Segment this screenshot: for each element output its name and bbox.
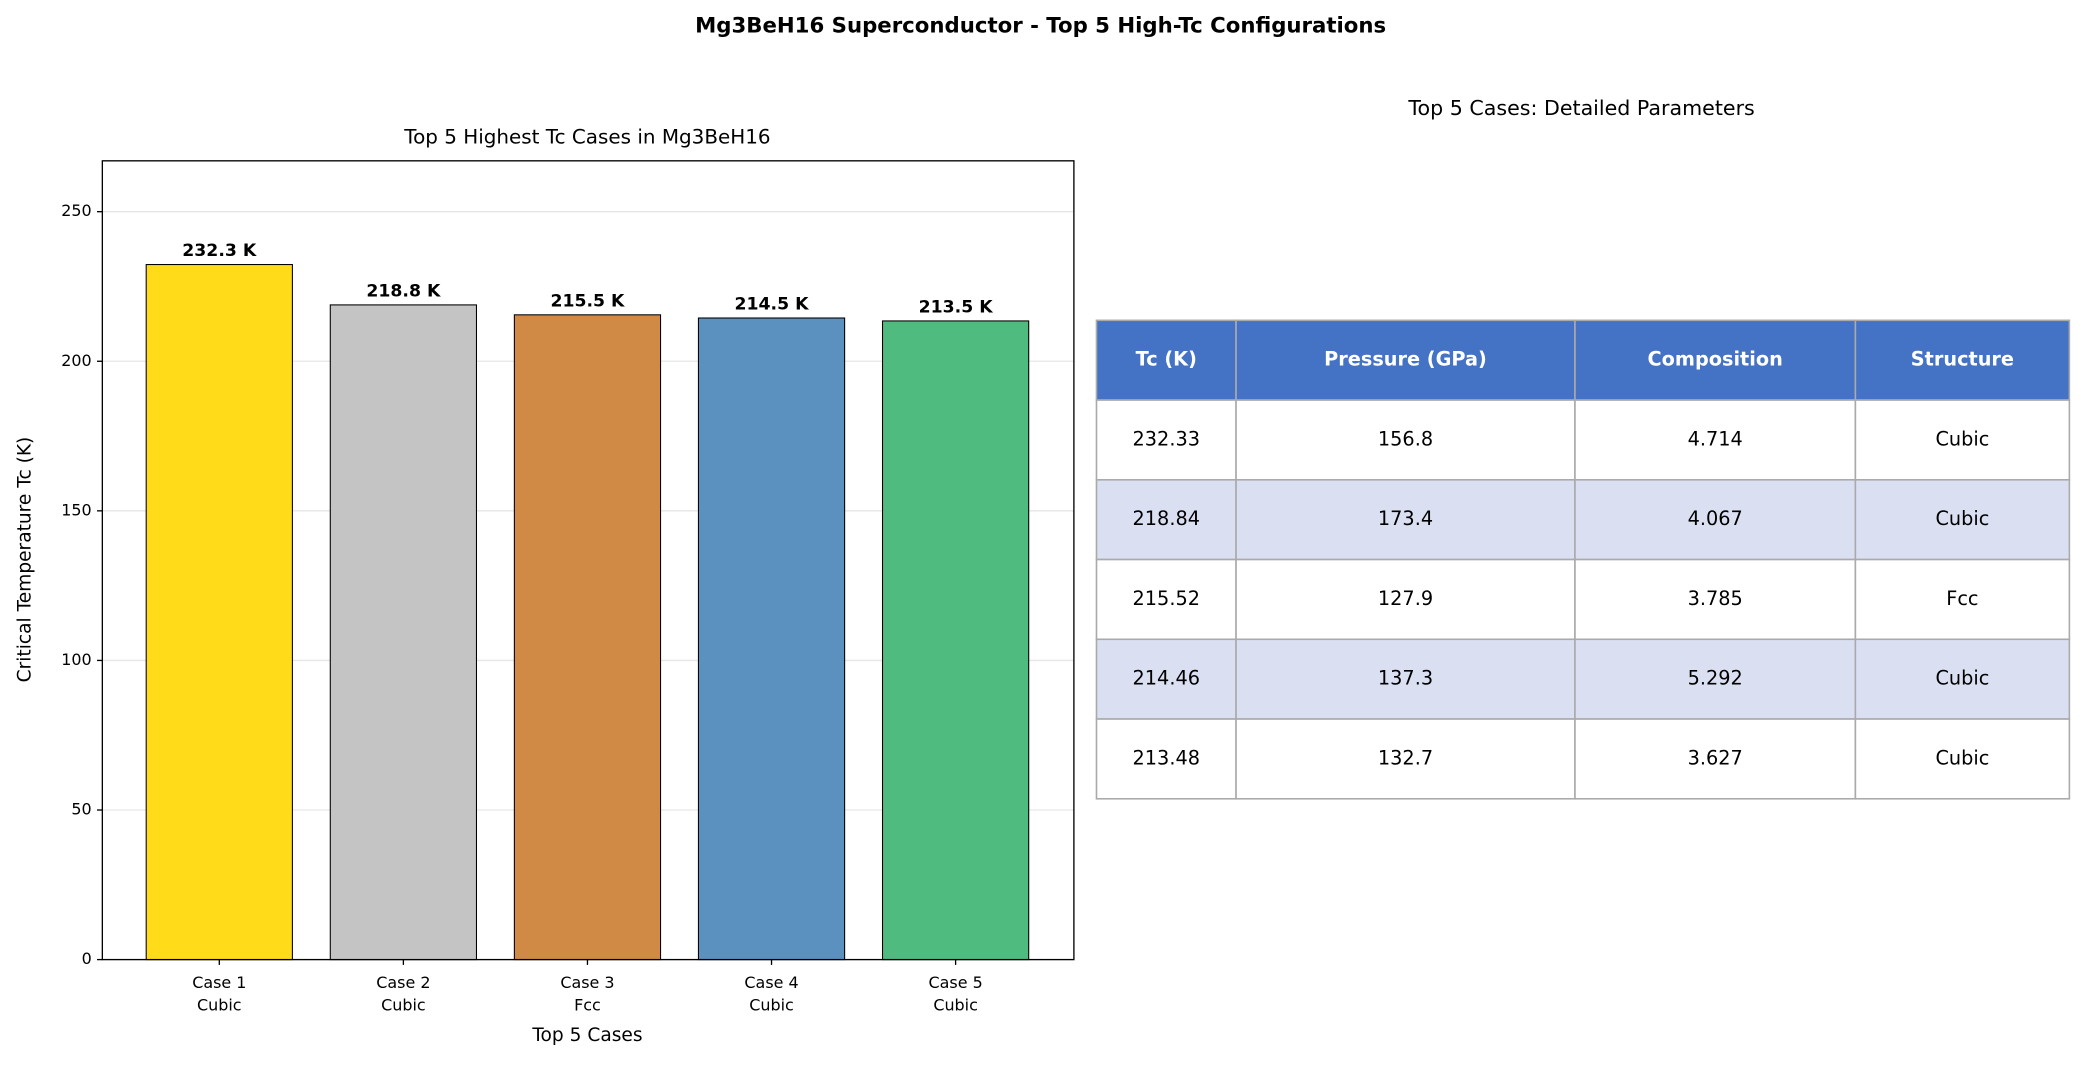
table-cell bbox=[1235, 558, 1576, 641]
table-cell-text: 3.627 bbox=[1688, 746, 1743, 769]
y-tick-label: 50 bbox=[71, 800, 91, 819]
table-header-text: Structure bbox=[1911, 348, 2014, 371]
y-tick-label: 150 bbox=[61, 500, 91, 519]
y-tick-label: 250 bbox=[61, 201, 91, 220]
table-cell-text: 3.785 bbox=[1688, 587, 1743, 610]
table-cell-text: 218.84 bbox=[1133, 507, 1200, 530]
table-cell-text: 214.46 bbox=[1133, 667, 1200, 690]
y-tick-label: 200 bbox=[61, 351, 91, 370]
x-tick-label: Case 5 bbox=[929, 973, 983, 992]
table-cell-text: 156.8 bbox=[1378, 427, 1433, 450]
table-cell bbox=[1574, 718, 1857, 800]
table-cell-text: Fcc bbox=[1946, 587, 1978, 610]
table-cell-text: Cubic bbox=[1935, 507, 1989, 530]
x-tick-label: Cubic bbox=[933, 996, 978, 1015]
table-cell-text: 173.4 bbox=[1378, 507, 1433, 530]
bar bbox=[329, 304, 478, 961]
x-tick-label: Case 2 bbox=[376, 973, 430, 992]
bar bbox=[697, 317, 846, 961]
table-header-text: Pressure (GPa) bbox=[1324, 348, 1487, 371]
y-tick-label: 100 bbox=[61, 650, 91, 669]
table-cell bbox=[1235, 479, 1576, 561]
plot-frame bbox=[101, 160, 1075, 961]
table-cell-text: Cubic bbox=[1935, 667, 1989, 690]
value-label: 218.8 K bbox=[366, 282, 441, 302]
figure-title: Mg3BeH16 Superconductor - Top 5 High-Tc … bbox=[695, 14, 1386, 39]
x-tick-label: Cubic bbox=[197, 996, 242, 1015]
table-cell-text: 5.292 bbox=[1688, 667, 1743, 690]
x-tick-label: Fcc bbox=[574, 996, 601, 1015]
chart-title: Top 5 Highest Tc Cases in Mg3BeH16 bbox=[403, 126, 770, 149]
table-header-text: Tc (K) bbox=[1136, 348, 1197, 371]
bar bbox=[881, 320, 1030, 961]
x-tick-label: Case 1 bbox=[192, 973, 246, 992]
table-header-cell bbox=[1854, 319, 2071, 401]
table-cell-text: 137.3 bbox=[1378, 667, 1433, 690]
table-cell bbox=[1235, 718, 1576, 800]
table-header-text: Composition bbox=[1648, 348, 1783, 371]
value-label: 213.5 K bbox=[919, 298, 994, 318]
table-cell-text: 213.48 bbox=[1133, 746, 1200, 769]
y-tick-label: 0 bbox=[82, 949, 92, 968]
y-axis-label: Critical Temperature Tc (K) bbox=[15, 437, 36, 683]
table-cell bbox=[1095, 479, 1237, 561]
table-cell bbox=[1854, 399, 2071, 481]
x-tick-label: Case 3 bbox=[560, 973, 614, 992]
table-cell bbox=[1235, 638, 1576, 720]
table-cell bbox=[1574, 638, 1857, 720]
table-cell-text: 132.7 bbox=[1378, 746, 1433, 769]
table-cell-text: 4.714 bbox=[1688, 427, 1743, 450]
table-cell-text: 4.067 bbox=[1688, 507, 1743, 530]
x-tick-label: Cubic bbox=[749, 996, 794, 1015]
value-label: 214.5 K bbox=[735, 295, 810, 315]
table-cell bbox=[1854, 718, 2071, 800]
x-axis-label: Top 5 Cases bbox=[531, 1025, 642, 1046]
table-cell bbox=[1574, 479, 1857, 561]
bar bbox=[145, 264, 293, 961]
table-cell-text: Cubic bbox=[1935, 427, 1989, 450]
table-cell-text: 127.9 bbox=[1378, 587, 1433, 610]
table-header-cell bbox=[1235, 319, 1576, 401]
table-cell-text: 232.33 bbox=[1133, 427, 1200, 450]
value-label: 232.3 K bbox=[182, 241, 257, 261]
table-cell bbox=[1095, 718, 1237, 800]
table-cell bbox=[1854, 638, 2071, 720]
value-label: 215.5 K bbox=[550, 292, 625, 312]
x-tick-label: Case 4 bbox=[744, 973, 798, 992]
table-title: Top 5 Cases: Detailed Parameters bbox=[1407, 96, 1754, 120]
table-cell bbox=[1574, 399, 1857, 481]
table-cell bbox=[1235, 399, 1576, 481]
bar bbox=[513, 314, 662, 961]
table-cell-text: Cubic bbox=[1935, 746, 1989, 769]
table-cell bbox=[1095, 399, 1237, 481]
table-cell-text: 215.52 bbox=[1133, 587, 1200, 610]
x-tick-label: Cubic bbox=[381, 996, 426, 1015]
table-cell bbox=[1574, 558, 1857, 641]
